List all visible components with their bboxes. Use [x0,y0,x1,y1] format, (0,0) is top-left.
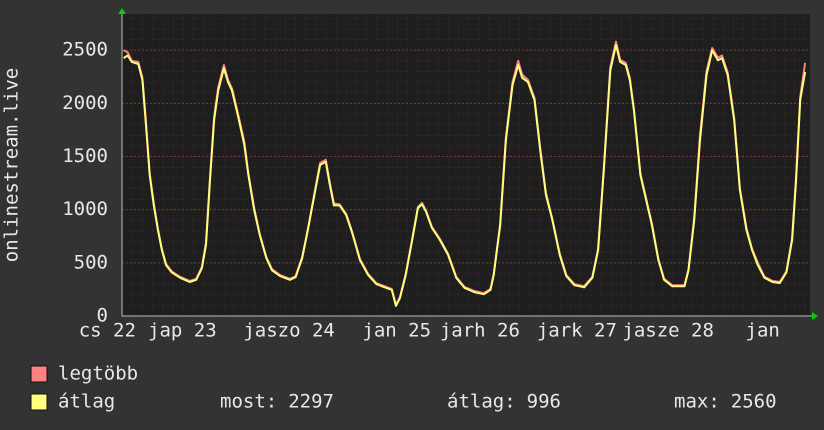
x-tick-label: jan [746,320,780,342]
stat-label: most: [220,391,277,413]
legend-label: legtöbb [58,363,138,385]
stat-value: 2297 [288,391,334,413]
x-tick-label: jap 23 [148,320,217,342]
stat-label: átlag: [447,391,516,413]
series-line [123,43,807,307]
x-arrow [812,312,818,320]
minor-grid [122,14,810,316]
x-tick-label: jark 27 [537,320,617,342]
legend-label: átlag [58,391,115,413]
y-tick-label: 2500 [62,39,108,61]
legend-swatch [30,393,48,411]
x-tick-label: cs 22 [79,320,136,342]
y-tick-label: 0 [97,305,108,327]
stat-label: max: [674,391,720,413]
x-tick-label: jasze 28 [622,320,714,342]
stat-value: 996 [527,391,561,413]
y-tick-label: 1000 [62,198,108,220]
legend-swatch [30,365,48,383]
x-tick-label: jarh 26 [440,320,520,342]
stat-value: 2560 [731,391,777,413]
y-tick-label: 1500 [62,145,108,167]
y-tick-label: 500 [74,251,108,273]
x-tick-label: jan 25 [362,320,431,342]
y-axis-label: onlinestream.live [1,68,23,262]
x-tick-label: jaszo 24 [243,320,335,342]
y-arrow [118,8,126,14]
y-tick-label: 2000 [62,92,108,114]
